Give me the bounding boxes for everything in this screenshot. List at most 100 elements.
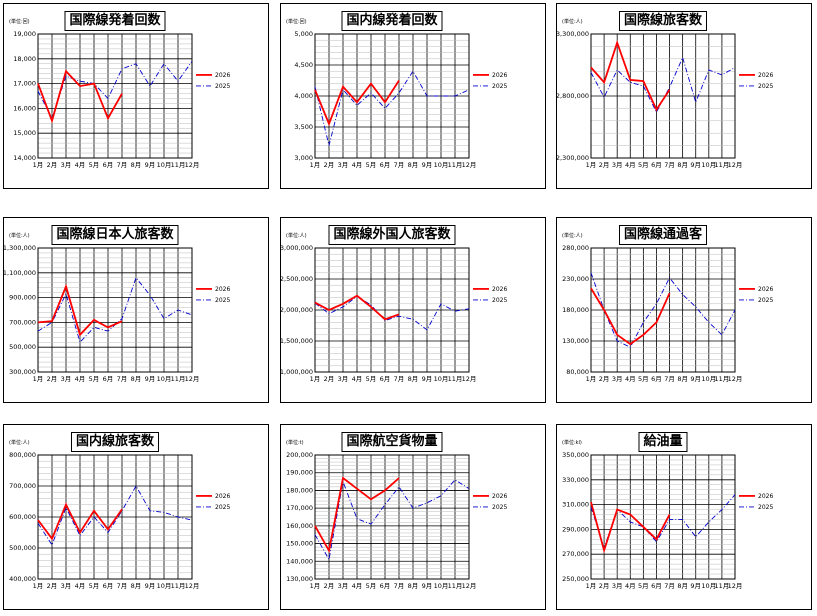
chart-title: 給油量 [638,432,688,452]
plot-frame [590,33,736,159]
plot-frame [314,247,470,373]
x-tick-label: 6月 [651,582,662,590]
x-tick-label: 10月 [434,375,449,383]
unit-label: (単位:回) [286,19,307,25]
y-tick-label: 330,000 [562,476,589,484]
x-tick-label: 4月 [625,375,636,383]
chart-svg: 2,300,000 2,800,000 3,300,000 1月 2月 3月 4月 5月 6月 7… [557,30,773,169]
chart-panel: 国内線旅客数 (単位:人) 400,000 500,000 600,000 700,000… [3,424,269,610]
y-tick-label: 4,000 [294,92,313,100]
x-tick-label: 3月 [338,582,349,590]
x-tick-label: 8月 [408,582,419,590]
plot-frame [314,33,470,159]
chart-panel: 国際線通過客 (単位:人) 80,000 130,000 180,000 230,000 2… [556,217,812,403]
x-tick-label: 1月 [33,161,44,169]
x-tick-label: 9月 [145,161,156,169]
unit-label: (単位:t) [286,440,304,446]
x-tick-label: 2月 [47,161,58,169]
x-tick-label: 10月 [434,582,449,590]
x-tick-label: 6月 [380,375,391,383]
y-tick-label: 3,300,000 [557,30,589,38]
y-tick-label: 2,300,000 [557,154,589,162]
legend-label-2025: 2025 [492,83,507,90]
x-tick-label: 1月 [586,161,597,169]
x-tick-label: 5月 [89,582,100,590]
x-tick-label: 5月 [638,375,649,383]
series-line-2026 [314,476,400,554]
y-tick-label: 5,000 [294,30,313,38]
y-tick-label: 140,000 [286,557,313,565]
chart-panel: 国際線日本人旅客数 (単位:人) 300,000 500,000 700,000 900,… [3,217,269,403]
legend-label-2025: 2025 [492,504,507,511]
x-tick-label: 3月 [338,161,349,169]
x-tick-label: 1月 [310,375,321,383]
x-tick-label: 11月 [171,582,186,590]
series-line-2026 [37,502,123,541]
x-tick-label: 4月 [352,375,363,383]
x-tick-label: 5月 [366,375,377,383]
legend-label-2025: 2025 [492,297,507,304]
x-tick-label: 1月 [586,582,597,590]
x-tick-label: 6月 [651,161,662,169]
unit-label: (単位:kl) [562,440,582,446]
y-tick-label: 1,300,000 [4,244,36,252]
chart-panel: 国内線発着回数 (単位:回) 3,000 3,500 4,000 4,500 5,000 1月… [280,3,546,189]
y-tick-label: 400,000 [9,575,36,583]
x-tick-label: 8月 [408,161,419,169]
x-tick-label: 2月 [47,375,58,383]
y-tick-label: 700,000 [9,482,36,490]
x-tick-label: 4月 [625,161,636,169]
y-tick-label: 4,500 [294,61,313,69]
legend-label-2026: 2026 [215,493,230,500]
plot-frame [37,33,193,159]
x-tick-label: 4月 [75,375,86,383]
legend-label-2025: 2025 [758,504,773,511]
x-tick-label: 9月 [145,375,156,383]
chart-svg: 300,000 500,000 700,000 900,000 1,100,000 1,3… [4,244,230,383]
x-tick-label: 3月 [612,161,623,169]
x-tick-label: 2月 [599,375,610,383]
x-tick-label: 6月 [380,582,391,590]
x-tick-label: 10月 [701,161,716,169]
x-tick-label: 7月 [394,375,405,383]
x-tick-label: 1月 [310,582,321,590]
x-tick-label: 9月 [690,161,701,169]
x-tick-label: 1月 [33,582,44,590]
y-tick-label: 190,000 [286,469,313,477]
x-tick-label: 12月 [185,375,200,383]
y-tick-label: 19,000 [13,30,36,38]
y-tick-label: 2,000,000 [281,306,313,314]
y-tick-label: 130,000 [286,575,313,583]
legend-label-2026: 2026 [492,286,507,293]
x-tick-label: 8月 [131,161,142,169]
x-tick-label: 12月 [728,375,743,383]
chart-title: 国際線日本人旅客数 [51,225,179,245]
chart-svg: 3,000 3,500 4,000 4,500 5,000 1月 2月 3月 4月 5月 6月 7月 8… [294,30,507,169]
y-tick-label: 150,000 [286,540,313,548]
x-tick-label: 3月 [612,375,623,383]
unit-label: (単位:人) [9,233,30,239]
x-tick-label: 11月 [448,582,463,590]
legend-label-2025: 2025 [215,504,230,511]
x-tick-label: 9月 [145,582,156,590]
x-tick-label: 1月 [586,375,597,383]
y-tick-label: 350,000 [562,451,589,459]
x-tick-label: 6月 [103,161,114,169]
x-tick-label: 11月 [448,161,463,169]
x-tick-label: 11月 [715,375,730,383]
y-tick-label: 3,000,000 [281,244,313,252]
x-tick-label: 3月 [61,375,72,383]
x-tick-label: 2月 [599,582,610,590]
y-tick-label: 500,000 [9,343,36,351]
chart-panel: 国際線旅客数 (単位:人) 2,300,000 2,800,000 3,300,000 1… [556,3,812,189]
x-tick-label: 12月 [462,375,477,383]
x-tick-label: 12月 [728,161,743,169]
x-tick-label: 5月 [638,582,649,590]
x-tick-label: 8月 [408,375,419,383]
legend-label-2026: 2026 [758,72,773,79]
x-tick-label: 2月 [324,161,335,169]
x-tick-label: 5月 [366,582,377,590]
y-tick-label: 2,800,000 [557,92,589,100]
series-line-2026 [590,287,671,346]
x-tick-label: 2月 [324,582,335,590]
